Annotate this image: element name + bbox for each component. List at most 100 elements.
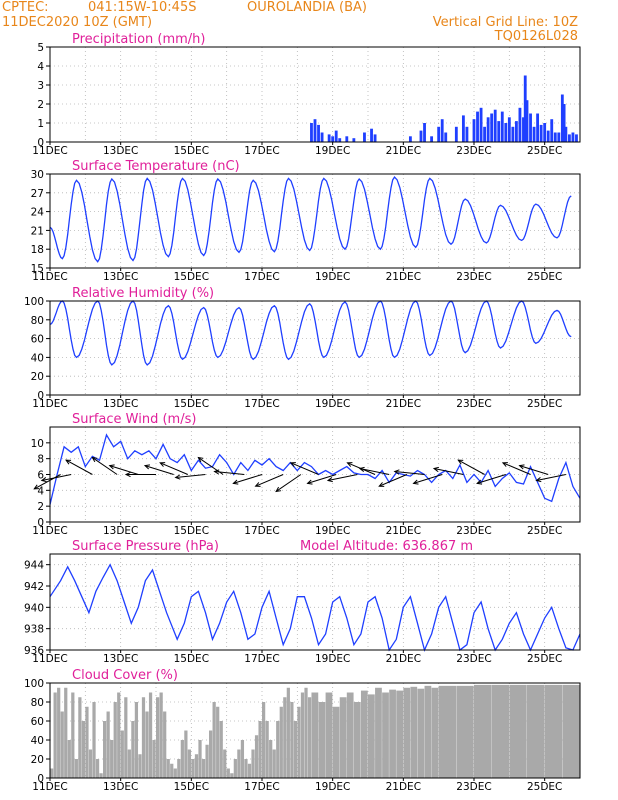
cloud-bar <box>424 685 432 778</box>
precip-bar <box>320 132 324 142</box>
wind-vector <box>144 465 174 475</box>
cloud-bar <box>318 702 326 778</box>
cloud-bar <box>53 692 57 778</box>
wind-vector-head <box>213 469 220 475</box>
pressure-xtick-label: 17DEC <box>244 653 279 665</box>
precipitation-xtick-label: 23DEC <box>456 145 491 157</box>
header-source: CPTEC: <box>2 0 49 15</box>
wind-vector-head <box>393 469 400 475</box>
cloud-bar <box>88 749 93 778</box>
precip-bar <box>571 132 575 142</box>
precip-bar <box>327 134 331 142</box>
precipitation-xtick-label: 13DEC <box>103 145 138 157</box>
cloud-bar <box>71 692 75 778</box>
wind-vector <box>433 468 464 475</box>
cloud-bar <box>99 773 103 778</box>
pressure-title: Surface Pressure (hPa) <box>72 539 219 554</box>
precip-bar <box>461 115 465 142</box>
precip-bar <box>550 119 554 142</box>
wind-xtick-label: 23DEC <box>456 525 491 537</box>
cloud-bar <box>141 697 146 778</box>
precip-bar <box>437 126 441 142</box>
wind-xtick-label: 25DEC <box>527 525 562 537</box>
temperature-xtick-label: 25DEC <box>527 271 562 283</box>
temperature-line <box>49 176 572 263</box>
precip-bar <box>444 132 448 142</box>
wind-vector-head <box>197 456 204 463</box>
wind-vector-head <box>457 459 464 465</box>
wind-vector <box>327 474 358 481</box>
wind-vector-head <box>108 464 115 470</box>
cloud-bar <box>562 684 580 778</box>
cloud-bar <box>67 740 71 778</box>
wind-vector-head <box>174 474 181 480</box>
cloud-bar <box>170 763 174 778</box>
cloud-bar <box>375 687 382 778</box>
cloud-bar <box>78 697 82 778</box>
precip-bar <box>483 126 487 142</box>
cloud-bar <box>117 692 121 778</box>
wind-vector <box>476 474 506 484</box>
cloud-bar <box>527 684 545 778</box>
cloud-bar <box>57 687 61 778</box>
precipitation-xtick-label: 17DEC <box>244 145 279 157</box>
wind-vector-head <box>432 466 439 472</box>
precip-bar <box>497 121 501 142</box>
precip-bar <box>338 138 342 142</box>
cloud-bar <box>417 688 425 778</box>
precip-bar <box>529 113 532 142</box>
wind-vector-head <box>91 456 98 463</box>
cloud-bar <box>184 730 188 778</box>
precipitation-ytick-label: 3 <box>37 80 44 92</box>
wind-vector-head <box>501 462 508 467</box>
cloud-bar <box>240 740 245 778</box>
cloud-bar <box>191 759 195 778</box>
pressure-annotation: Model Altitude: 636.867 m <box>300 539 473 554</box>
precip-bar <box>553 132 557 142</box>
cloud-bar <box>92 702 96 778</box>
pressure-xtick-label: 13DEC <box>103 653 138 665</box>
cloud-cover-ytick-label: 20 <box>31 754 44 766</box>
precipitation-ytick-label: 0 <box>37 137 44 149</box>
pressure-xtick-label: 23DEC <box>456 653 491 665</box>
cloud-cover-xtick-label: 19DEC <box>315 781 350 793</box>
humidity-ytick-label: 0 <box>37 390 44 402</box>
precip-bar <box>562 104 566 142</box>
cloud-bar <box>304 687 308 778</box>
precip-bar <box>440 119 444 142</box>
wind-vector <box>175 474 206 478</box>
precip-bar <box>493 109 497 142</box>
cloud-bar <box>265 721 269 778</box>
header-coords: 041:15W-10:45S <box>88 0 196 15</box>
precipitation-ytick-label: 4 <box>37 61 44 73</box>
wind-vector-head <box>159 462 166 467</box>
cloud-bar <box>60 711 64 778</box>
panel-temperature: 15 18 21 24 27 30 11DEC 13DEC 15DEC 17DEC 19DEC 21D… <box>31 159 581 283</box>
cloud-bar <box>396 690 404 778</box>
cloud-bar <box>325 692 333 778</box>
precip-bar <box>419 130 423 142</box>
cloud-bar <box>283 697 287 778</box>
humidity-ytick-label: 20 <box>31 371 44 383</box>
humidity-xtick-label: 15DEC <box>174 398 209 410</box>
cloud-bar <box>216 706 220 778</box>
wind-vector-head <box>378 482 385 487</box>
wind-vector <box>214 471 245 475</box>
wind-vector <box>92 457 118 475</box>
precip-bar <box>313 119 317 142</box>
wind-xtick-label: 17DEC <box>244 525 279 537</box>
wind-vector <box>413 474 443 484</box>
pressure-ytick-label: 938 <box>24 624 44 636</box>
cloud-bar <box>474 684 492 778</box>
precip-bar <box>507 117 511 142</box>
cloud-bar <box>290 702 294 778</box>
cloud-cover-xtick-label: 23DEC <box>456 781 491 793</box>
cloud-bar <box>110 740 114 778</box>
wind-vector-head <box>358 466 365 472</box>
panel-humidity: 0 20 40 60 80 100 11DEC 13DEC 15DEC 17DEC 19DEC 21D… <box>24 286 581 410</box>
humidity-title: Relative Humidity (%) <box>72 286 214 301</box>
cloud-bar <box>159 692 163 778</box>
pressure-ytick-label: 940 <box>24 602 44 614</box>
precipitation-ytick-label: 1 <box>37 118 44 130</box>
cloud-bar <box>258 721 262 778</box>
